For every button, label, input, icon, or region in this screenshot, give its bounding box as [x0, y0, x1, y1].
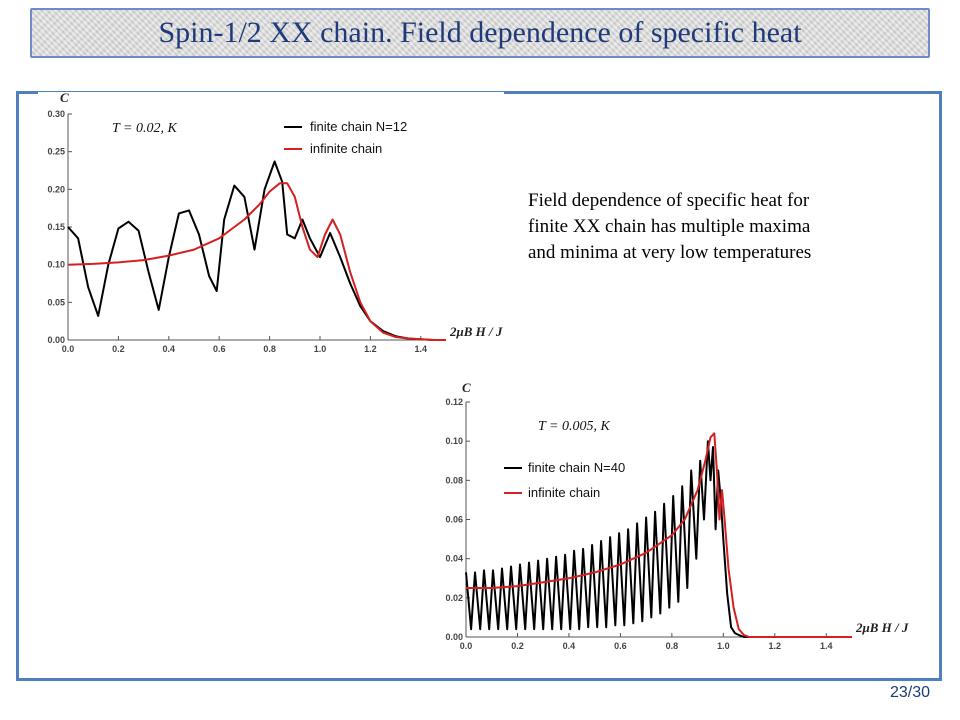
x-tick-label: 0.2	[511, 641, 524, 651]
y-tick-label: 0.00	[445, 632, 463, 642]
page-number: 23/30	[889, 684, 930, 701]
x-tick-label: 0.8	[666, 641, 679, 651]
x-tick-label: 1.2	[769, 641, 782, 651]
x-tick-label: 0.0	[62, 344, 75, 354]
y-tick-label: 0.04	[445, 554, 463, 564]
x-tick-label: 1.4	[820, 641, 833, 651]
x-tick-label: 1.4	[415, 344, 428, 354]
temperature-annotation: T = 0.005, K	[538, 419, 610, 434]
legend-label-finite: finite chain N=12	[310, 119, 407, 134]
chart-top-left: 0.00 0.05 0.10 0.15 0.20 0.25 0.30 0.0 0.2 0.4 0.…	[38, 92, 504, 362]
slide-title: Spin-1/2 XX chain. Field dependence of s…	[158, 16, 802, 49]
description-line: Field dependence of specific heat for	[528, 190, 810, 211]
y-tick-label: 0.10	[445, 436, 463, 446]
x-tick-label: 0.4	[163, 344, 176, 354]
y-tick-label: 0.15	[47, 222, 65, 232]
y-tick-label: 0.25	[47, 147, 65, 157]
x-tick-label: 0.6	[213, 344, 226, 354]
y-tick-label: 0.20	[47, 184, 65, 194]
series-line-finite-chain	[465, 440, 852, 638]
legend: finite chain N=12 infinite chain	[284, 119, 407, 156]
series-line-infinite-chain	[67, 182, 446, 341]
x-tick-label: 0.8	[263, 344, 276, 354]
title-bar: Spin-1/2 XX chain. Field dependence of s…	[30, 8, 930, 58]
series-line-infinite-chain	[466, 432, 852, 638]
y-tick-label: 0.30	[47, 109, 65, 119]
y-tick-label: 0.10	[47, 260, 65, 270]
temperature-annotation: T = 0.02, K	[112, 121, 177, 136]
description-text: Field dependence of specific heat for fi…	[528, 188, 928, 266]
description-line: and minima at very low temperatures	[528, 242, 812, 263]
legend-label-infinite: infinite chain	[310, 141, 382, 156]
x-tick-label: 1.0	[314, 344, 327, 354]
x-tick-label: 0.0	[460, 641, 473, 651]
y-tick-label: 0.08	[445, 475, 463, 485]
x-axis-title: 2μB H / J	[449, 324, 503, 339]
chart-bottom-right: 0.00 0.02 0.04 0.06 0.08 0.10 0.12 0.0 0.2 0.4 0.…	[436, 380, 936, 662]
x-tick-label: 0.4	[563, 641, 576, 651]
y-axis-title: C	[60, 92, 69, 105]
x-tick-label: 0.6	[614, 641, 627, 651]
x-tick-label: 1.2	[364, 344, 377, 354]
y-tick-label: 0.05	[47, 297, 65, 307]
x-tick-label: 1.0	[717, 641, 730, 651]
description-line: finite XX chain has multiple maxima	[528, 216, 811, 237]
legend-label-infinite: infinite chain	[528, 485, 600, 500]
y-tick-label: 0.00	[47, 335, 65, 345]
y-tick-label: 0.12	[445, 397, 463, 407]
y-axis-title: C	[462, 380, 471, 395]
legend-label-finite: finite chain N=40	[528, 460, 625, 475]
x-tick-label: 0.2	[112, 344, 125, 354]
legend: finite chain N=40 infinite chain	[504, 460, 625, 500]
y-tick-label: 0.02	[445, 593, 463, 603]
y-tick-label: 0.06	[445, 515, 463, 525]
x-axis-title: 2μB H / J	[855, 620, 909, 635]
